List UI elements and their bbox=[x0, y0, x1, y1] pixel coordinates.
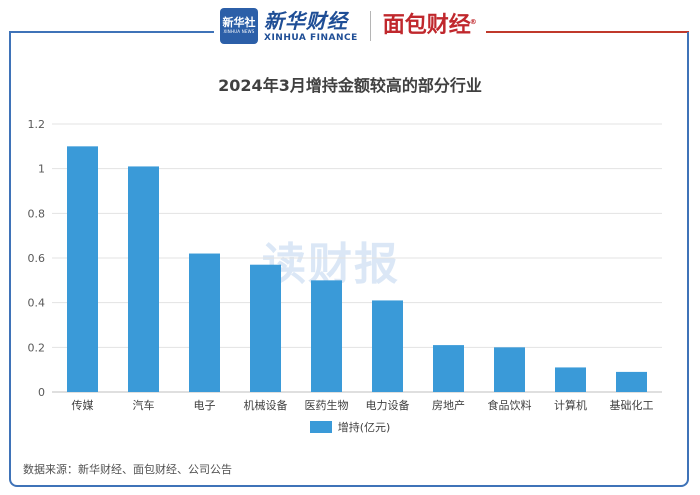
x-tick-label: 汽车 bbox=[133, 398, 155, 412]
bar-2 bbox=[189, 253, 220, 392]
chart-title: 2024年3月增持金额较高的部分行业 bbox=[218, 76, 482, 95]
y-tick-label: 0.4 bbox=[28, 297, 46, 310]
bar-9 bbox=[616, 371, 647, 392]
brand2-text: 面包财经 bbox=[382, 13, 471, 38]
xinhua-finance-brand: 新华财经 XINHUA FINANCE bbox=[264, 9, 358, 44]
bar-4 bbox=[311, 280, 342, 392]
y-tick-label: 1 bbox=[38, 163, 45, 176]
x-tick-label: 医药生物 bbox=[305, 398, 349, 412]
bar-5 bbox=[372, 300, 403, 392]
y-tick-labels: 0 0.2 0.4 0.6 0.8 1 1.2 bbox=[28, 118, 46, 399]
x-tick-label: 电子 bbox=[194, 399, 216, 412]
source-note: 数据来源：新华财经、面包财经、公司公告 bbox=[23, 463, 232, 476]
x-tick-label: 计算机 bbox=[554, 398, 587, 412]
bar-8 bbox=[555, 367, 586, 392]
header-separator bbox=[369, 11, 371, 41]
legend-label: 增持(亿元) bbox=[337, 421, 391, 434]
x-tick-label: 电力设备 bbox=[366, 398, 410, 412]
mianbao-brand: 面包财经 ® bbox=[382, 12, 477, 40]
bar-6 bbox=[433, 345, 464, 392]
bar-3 bbox=[250, 264, 281, 392]
y-tick-label: 0.6 bbox=[28, 252, 46, 265]
frame-top-left-line bbox=[9, 31, 214, 33]
y-tick-label: 1.2 bbox=[28, 118, 46, 131]
x-tick-label: 房地产 bbox=[432, 398, 465, 412]
bar-1 bbox=[128, 166, 159, 392]
bar-0 bbox=[67, 146, 98, 392]
bars bbox=[67, 146, 647, 392]
legend: 增持(亿元) bbox=[0, 419, 700, 435]
legend-swatch bbox=[309, 421, 332, 433]
y-tick-label: 0.2 bbox=[28, 341, 46, 354]
logo-subtext: XINHUA NEWS bbox=[223, 29, 255, 34]
x-tick-label: 机械设备 bbox=[244, 398, 288, 412]
registered-mark: ® bbox=[469, 18, 477, 26]
brand-en: XINHUA FINANCE bbox=[264, 32, 358, 43]
x-tick-labels: 传媒 汽车 电子 机械设备 医药生物 电力设备 房地产 食品饮料 计算机 基础化工 bbox=[72, 398, 654, 412]
x-tick-label: 食品饮料 bbox=[488, 398, 532, 412]
xinhua-logo: 新华社 XINHUA NEWS bbox=[220, 8, 258, 44]
y-tick-label: 0.8 bbox=[28, 207, 46, 220]
chart-frame bbox=[9, 32, 689, 487]
brand-cn: 新华财经 bbox=[264, 8, 348, 33]
frame-top-right-line bbox=[486, 31, 689, 33]
header: 新华社 XINHUA NEWS 新华财经 XINHUA FINANCE 面包财经… bbox=[220, 4, 477, 48]
bar-7 bbox=[494, 347, 525, 392]
logo-text: 新华社 bbox=[222, 16, 256, 29]
y-tick-label: 0 bbox=[38, 386, 45, 399]
x-tick-label: 传媒 bbox=[72, 399, 94, 412]
x-tick-label: 基础化工 bbox=[610, 398, 654, 412]
